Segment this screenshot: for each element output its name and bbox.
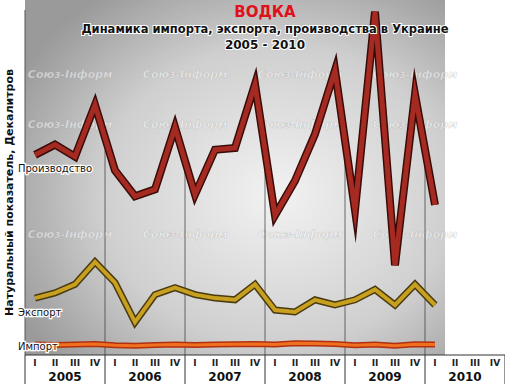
x-tick-label: I — [113, 358, 116, 368]
year-label: 2006 — [128, 370, 161, 384]
x-tick-label: IV — [330, 358, 340, 368]
year-label: 2009 — [368, 370, 401, 384]
x-tick-label: IV — [170, 358, 180, 368]
x-tick-label: IV — [90, 358, 100, 368]
x-tick-label: II — [292, 358, 299, 368]
y-axis-label: Натуральный показатель, Декалитров — [3, 69, 16, 316]
series-label: Экспорт — [18, 307, 62, 318]
x-tick-label: II — [52, 358, 59, 368]
year-label: 2008 — [288, 370, 321, 384]
x-tick-label: II — [132, 358, 139, 368]
series-line — [35, 12, 435, 266]
x-tick-label: I — [433, 358, 436, 368]
x-tick-label: I — [193, 358, 196, 368]
background — [0, 0, 505, 384]
watermark: Союз-Інформ — [373, 228, 457, 241]
plot-area — [35, 12, 435, 346]
watermark: Союз-Інформ — [143, 118, 227, 131]
watermark: Союз-Інформ — [28, 68, 112, 81]
series-line — [35, 262, 435, 322]
x-tick-label: III — [230, 358, 240, 368]
year-label: 2010 — [448, 370, 481, 384]
series-label: Импорт — [18, 341, 58, 352]
x-tick-label: III — [470, 358, 480, 368]
year-line — [425, 150, 426, 355]
year-line — [265, 150, 266, 355]
year-line — [345, 150, 346, 355]
plot-background — [25, 0, 445, 355]
year-separator — [105, 355, 106, 384]
x-tick-label: IV — [490, 358, 500, 368]
x-tick-label: I — [33, 358, 36, 368]
subtitle: Динамика импорта, экспорта, производства… — [81, 22, 448, 36]
watermark: Союз-Інформ — [258, 118, 342, 131]
x-tick-label: II — [372, 358, 379, 368]
x-tick-label: II — [212, 358, 219, 368]
year-line — [105, 150, 106, 355]
watermark: Союз-Інформ — [28, 228, 112, 241]
year-separator — [345, 355, 346, 384]
series-line — [35, 343, 435, 345]
period: 2005 - 2010 — [225, 38, 305, 52]
x-tick-label: III — [150, 358, 160, 368]
year-separator — [25, 355, 26, 384]
series-outline — [35, 343, 435, 345]
year-line — [185, 150, 186, 355]
watermark: Союз-Інформ — [143, 68, 227, 81]
series-label: Производство — [18, 163, 92, 174]
series-outline — [35, 262, 435, 322]
watermark: Союз-Інформ — [258, 228, 342, 241]
x-tick-label: III — [390, 358, 400, 368]
x-tick-label: I — [273, 358, 276, 368]
series-outline — [35, 12, 435, 266]
x-tick-label: I — [353, 358, 356, 368]
year-separator — [185, 355, 186, 384]
title: ВОДКА — [234, 3, 296, 21]
year-label: 2005 — [48, 370, 81, 384]
x-tick-label: IV — [250, 358, 260, 368]
x-tick-label: III — [70, 358, 80, 368]
x-tick-label: IV — [410, 358, 420, 368]
chart: Союз-Інформ Союз-Інформ Союз-Інформ Союз-Ін… — [0, 0, 505, 384]
x-tick-label: II — [452, 358, 459, 368]
y-axis — [25, 10, 26, 355]
year-separator — [425, 355, 426, 384]
year-separator — [265, 355, 266, 384]
year-label: 2007 — [208, 370, 241, 384]
x-tick-label: III — [310, 358, 320, 368]
